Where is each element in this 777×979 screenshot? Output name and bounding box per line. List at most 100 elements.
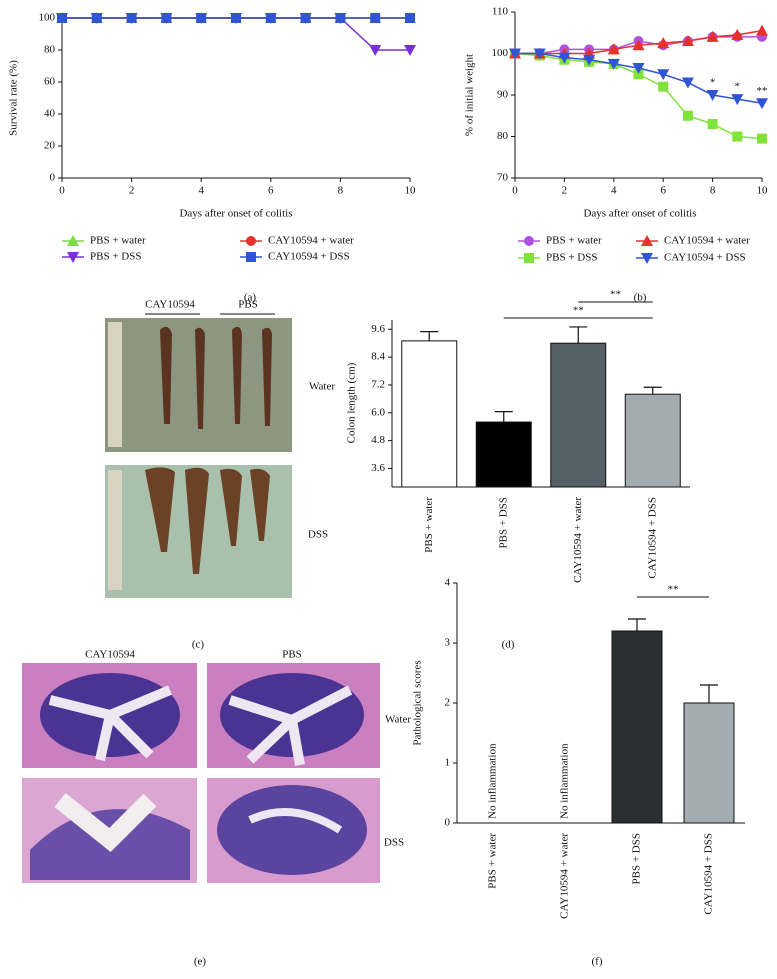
y-tick-label: 3 xyxy=(445,637,451,649)
y-tick-label: 20 xyxy=(44,140,56,152)
legend-label: CAY10594 + DSS xyxy=(664,252,746,264)
marker xyxy=(632,63,645,75)
x-tick-label: 8 xyxy=(710,185,716,197)
legend-marker xyxy=(641,235,653,246)
legend-label: PBS + water xyxy=(90,235,146,247)
y-tick-label: 100 xyxy=(492,47,509,59)
marker xyxy=(369,45,382,56)
bar-note: No inflammation xyxy=(487,743,499,819)
legend-label: PBS + DSS xyxy=(90,251,141,263)
y-tick-label: 3.6 xyxy=(371,462,385,474)
x-tick-label: 6 xyxy=(660,185,666,197)
x-axis-label: Days after onset of colitis xyxy=(583,208,696,220)
bar xyxy=(550,342,607,488)
y-tick-label: 70 xyxy=(497,172,509,184)
y-tick-label: 110 xyxy=(492,6,509,18)
column-label: PBS xyxy=(282,649,302,661)
annotation: * xyxy=(710,77,716,89)
x-tick-label: 8 xyxy=(338,185,344,197)
marker xyxy=(658,81,669,92)
y-tick-label: 8.4 xyxy=(371,351,385,363)
bar xyxy=(475,421,532,488)
error-bar xyxy=(643,386,662,395)
y-tick-label: 80 xyxy=(44,44,56,56)
x-tick-label: 10 xyxy=(405,185,417,197)
marker xyxy=(706,90,719,101)
marker xyxy=(404,45,416,56)
marker xyxy=(265,13,276,23)
legend-marker xyxy=(67,252,79,263)
marker xyxy=(126,13,137,23)
legend-marker xyxy=(246,252,256,262)
annotation: ** xyxy=(757,85,768,97)
marker xyxy=(706,30,719,42)
marker xyxy=(731,94,744,106)
y-axis-label: Pathological scores xyxy=(412,660,424,745)
y-tick-label: 9.6 xyxy=(371,323,385,335)
error-bar xyxy=(569,326,588,344)
y-axis-label: % of initial weight xyxy=(464,54,476,136)
legend-label: CAY10594 + DSS xyxy=(268,251,350,263)
marker xyxy=(607,58,620,70)
x-tick-label: PBS + water xyxy=(423,497,435,553)
marker xyxy=(633,69,644,80)
x-tick-label: PBS + DSS xyxy=(631,833,643,884)
x-tick-label: 0 xyxy=(59,185,65,197)
marker xyxy=(57,13,67,23)
bar xyxy=(611,630,663,824)
marker xyxy=(509,48,521,60)
y-tick-label: 2 xyxy=(445,697,451,709)
x-tick-label: CAY10594 + water xyxy=(572,497,584,583)
bar-note: No inflammation xyxy=(559,743,571,819)
legend-marker xyxy=(67,235,79,246)
marker xyxy=(681,35,694,47)
x-tick-label: 4 xyxy=(198,185,204,197)
y-tick-label: 40 xyxy=(44,108,56,120)
x-tick-label: CAY10594 + DSS xyxy=(646,497,658,579)
y-axis-label: Colon length (cm) xyxy=(346,362,358,443)
marker xyxy=(607,43,620,55)
legend-marker xyxy=(246,236,256,246)
y-tick-label: 0 xyxy=(50,172,56,184)
legend-label: PBS + DSS xyxy=(546,252,597,264)
y-tick-label: 0 xyxy=(445,817,451,829)
caption: (c) xyxy=(192,639,205,651)
caption: (b) xyxy=(634,292,647,304)
significance-label: ** xyxy=(573,305,584,317)
y-tick-label: 80 xyxy=(497,130,509,142)
x-tick-label: CAY10594 + DSS xyxy=(703,833,715,915)
legend-label: CAY10594 + water xyxy=(268,235,354,247)
marker xyxy=(335,13,346,23)
caption: (e) xyxy=(194,956,207,968)
x-tick-label: 4 xyxy=(611,185,617,197)
legend-label: CAY10594 + water xyxy=(664,235,750,247)
y-tick-label: 100 xyxy=(39,12,56,24)
y-tick-label: 90 xyxy=(497,89,509,101)
error-bar xyxy=(494,411,513,423)
bar xyxy=(683,702,735,824)
marker xyxy=(756,98,768,110)
row-label: DSS xyxy=(308,529,328,541)
row-label: Water xyxy=(309,381,335,393)
marker xyxy=(657,37,670,49)
histology-photos xyxy=(22,663,380,883)
caption: (d) xyxy=(502,639,515,651)
marker xyxy=(300,13,311,23)
legend-marker xyxy=(524,236,534,246)
marker xyxy=(756,24,768,36)
marker xyxy=(91,13,102,23)
significance-label: ** xyxy=(668,584,679,596)
marker xyxy=(757,133,767,144)
marker xyxy=(583,54,596,66)
x-tick-label: PBS + DSS xyxy=(497,497,509,548)
x-tick-label: 0 xyxy=(512,185,518,197)
significance-label: ** xyxy=(610,289,621,301)
marker xyxy=(558,52,571,64)
bar xyxy=(401,340,458,488)
error-bar xyxy=(420,330,439,341)
caption: (f) xyxy=(592,956,603,968)
marker xyxy=(732,131,743,142)
marker xyxy=(370,13,381,23)
marker xyxy=(632,39,645,51)
